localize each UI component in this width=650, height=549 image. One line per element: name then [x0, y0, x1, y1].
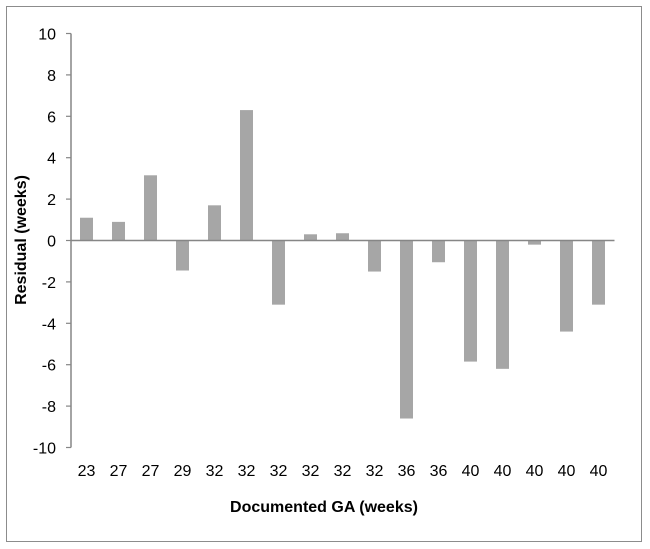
x-tick-label: 32	[206, 463, 224, 480]
x-tick-label: 27	[110, 463, 128, 480]
bar	[112, 221, 125, 241]
x-tick-label: 32	[302, 463, 320, 480]
bar	[272, 240, 285, 305]
bar	[240, 110, 253, 241]
x-tick-label: 32	[366, 463, 384, 480]
bar	[80, 217, 93, 241]
y-tick-label: 0	[47, 234, 56, 251]
bar	[560, 240, 573, 332]
y-tick-label: 10	[38, 27, 56, 44]
x-tick-label: 40	[462, 463, 480, 480]
bar	[176, 240, 189, 271]
x-tick-label: 36	[430, 463, 448, 480]
bar	[144, 175, 157, 241]
y-tick-label: 6	[47, 109, 56, 126]
bar	[432, 240, 445, 263]
y-tick-label: 8	[47, 68, 56, 85]
x-tick-label: 40	[494, 463, 512, 480]
y-tick-label: 2	[47, 192, 56, 209]
y-tick-label: -4	[42, 316, 56, 333]
x-tick-label: 32	[270, 463, 288, 480]
chart-frame	[6, 6, 642, 542]
x-axis: 23 27 27 29 32 32 32 32 32 32 36 36 40 40 40 40 40	[71, 239, 615, 480]
bar	[464, 240, 477, 362]
bar	[496, 240, 509, 369]
x-tick-label: 40	[558, 463, 576, 480]
bar	[400, 240, 413, 419]
x-tick-label: 32	[334, 463, 352, 480]
y-axis-title: Residual (weeks)	[13, 175, 30, 305]
bar	[592, 240, 605, 305]
y-tick-label: -2	[42, 275, 56, 292]
y-axis: 10 8 6 4 2 0 -2 -4 -6 -8 -10	[33, 27, 72, 458]
bars-group	[80, 110, 605, 419]
x-tick-label: 36	[398, 463, 416, 480]
y-tick-label: -8	[42, 399, 56, 416]
bar	[208, 205, 221, 241]
x-tick-label: 40	[526, 463, 544, 480]
bar	[336, 233, 349, 241]
x-tick-label: 32	[238, 463, 256, 480]
x-tick-label: 29	[174, 463, 192, 480]
y-tick-label: -10	[33, 441, 56, 458]
y-tick-label: 4	[47, 151, 56, 168]
x-tick-label: 27	[142, 463, 160, 480]
x-tick-label: 23	[78, 463, 96, 480]
bar	[528, 240, 541, 245]
bar	[368, 240, 381, 272]
x-tick-label: 40	[590, 463, 608, 480]
x-axis-title: Documented GA (weeks)	[230, 499, 418, 516]
bar	[304, 234, 317, 241]
y-tick-label: -6	[42, 358, 56, 375]
